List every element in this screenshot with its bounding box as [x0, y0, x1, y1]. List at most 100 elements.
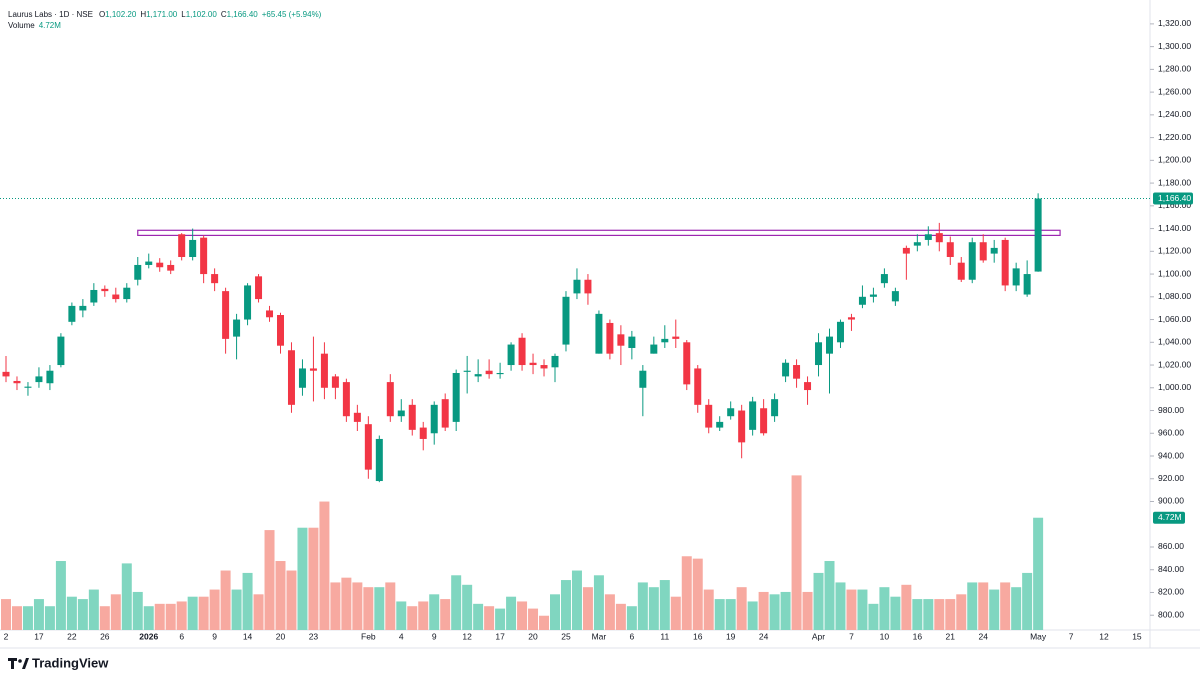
candle-body [716, 421, 724, 428]
candle-body [617, 334, 625, 346]
volume-bar [165, 603, 176, 630]
x-tick-label: 4 [399, 631, 404, 641]
x-tick-label: 9 [432, 631, 437, 641]
volume-bar [659, 580, 670, 630]
x-tick-label: 2 [4, 631, 9, 641]
candle-body [419, 427, 427, 439]
candle-body [782, 362, 790, 377]
volume-bar [209, 589, 220, 630]
x-tick-label: May [1030, 631, 1047, 641]
volume-bar [967, 582, 978, 630]
last-price-badge [1153, 192, 1193, 205]
volume-bar [396, 601, 407, 630]
volume-value: 4.72M [39, 21, 62, 30]
volume-bar [725, 599, 736, 630]
header-line: Laurus Labs · 1D · NSE O1,102.20 H1,171.00… [8, 10, 322, 19]
volume-bar [769, 594, 780, 630]
volume-bar [143, 606, 154, 630]
y-tick-label: 860.00 [1158, 541, 1184, 551]
candle-body [408, 404, 416, 430]
volume-bar [462, 584, 473, 630]
x-tick-label: Mar [592, 631, 607, 641]
volume-bar [154, 603, 165, 630]
volume-bar [791, 475, 802, 630]
candle-body [946, 242, 954, 258]
candle-body [123, 287, 131, 300]
volume-bar [385, 582, 396, 630]
volume-bar [363, 587, 374, 630]
candle-body [452, 372, 460, 422]
volume-bar [615, 603, 626, 630]
x-tick-label: 24 [978, 631, 988, 641]
volume-bar [571, 570, 582, 630]
volume-title: Volume [8, 21, 35, 30]
volume-bar [44, 606, 55, 630]
volume-bar [176, 601, 187, 630]
volume-bar [198, 596, 209, 630]
x-tick-label: 14 [243, 631, 253, 641]
volume-bar [231, 589, 242, 630]
symbol-title: Laurus Labs · 1D · NSE [8, 10, 93, 19]
volume-bar [1033, 517, 1044, 630]
ohlc-key: H [140, 10, 146, 19]
candle-body [826, 336, 833, 354]
volume-bar [352, 582, 363, 630]
volume-bar [418, 601, 429, 630]
volume-bar [978, 582, 989, 630]
y-tick-label: 1,200.00 [1158, 155, 1191, 165]
volume-bar [539, 615, 550, 630]
candle-body [277, 315, 284, 346]
volume-bar [560, 580, 571, 630]
candle-body [287, 350, 295, 405]
candle-body [485, 370, 493, 375]
x-tick-label: 11 [660, 631, 669, 641]
volume-bar [88, 589, 99, 630]
candle-body [518, 337, 526, 366]
volume-bar [758, 591, 769, 630]
candle-body [771, 399, 779, 417]
candle-body [331, 376, 339, 388]
candle-body [727, 408, 735, 417]
x-tick-label: 23 [309, 631, 319, 641]
candle-body [694, 368, 702, 405]
volume-bar [846, 589, 857, 630]
candle-body [957, 262, 965, 280]
volume-bar [528, 608, 539, 630]
candle-body [661, 338, 669, 343]
volume-bar [890, 596, 901, 630]
candle-body [639, 370, 647, 388]
volume-bar [517, 601, 528, 630]
x-tick-label: Feb [361, 631, 376, 641]
candle-body [211, 274, 219, 284]
candle-body [441, 399, 449, 428]
volume-bar [857, 589, 868, 630]
x-tick-label: 16 [693, 631, 703, 641]
candle-body [979, 242, 987, 261]
volume-header: Volume 4.72M [8, 21, 61, 30]
x-tick-label: 21 [946, 631, 956, 641]
volume-bar [956, 594, 967, 630]
volume-bar [1011, 587, 1022, 630]
volume-bar [132, 591, 143, 630]
volume-bar [747, 601, 758, 630]
volume-bar [901, 584, 912, 630]
candle-body [222, 291, 230, 339]
volume-bar [692, 558, 703, 630]
candle-body [309, 368, 317, 371]
volume-bar [550, 594, 560, 630]
y-tick-label: 1,020.00 [1158, 359, 1191, 369]
ohlc-value: 1,171.00 [146, 10, 178, 19]
candle-body [793, 365, 801, 379]
volume-bar [187, 596, 198, 630]
candle-body [134, 264, 142, 280]
candle-body [101, 288, 109, 292]
candle-body [869, 294, 877, 297]
candle-body [46, 370, 54, 384]
candle-body [705, 404, 713, 428]
volume-bar [484, 606, 495, 630]
volume-bar [670, 596, 681, 630]
y-tick-label: 1,320.00 [1158, 18, 1191, 28]
y-tick-label: 900.00 [1158, 496, 1184, 506]
candle-body [156, 262, 164, 268]
